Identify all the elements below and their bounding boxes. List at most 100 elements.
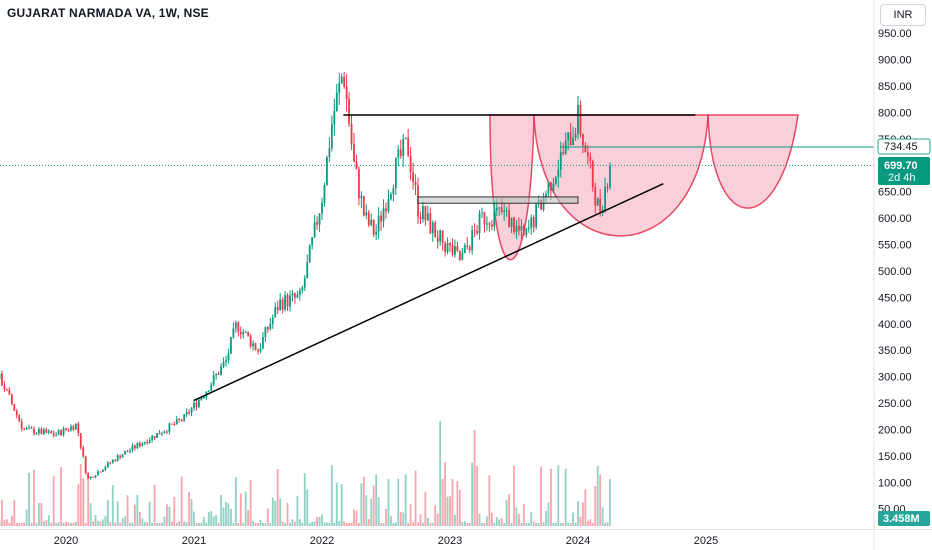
candle-body: [217, 373, 220, 375]
volume-bar: [481, 522, 483, 526]
volume-bar: [284, 522, 286, 526]
volume-bar: [490, 512, 493, 526]
candle-body: [505, 210, 508, 212]
volume-bar: [28, 472, 30, 526]
candle-body: [99, 471, 102, 473]
volume-bar: [609, 479, 611, 526]
volume-bar: [530, 511, 533, 526]
volume-bar: [84, 522, 87, 526]
volume-bar: [520, 522, 523, 526]
candle-body: [535, 204, 538, 228]
volume-bar: [478, 513, 481, 526]
candle-body: [161, 433, 163, 435]
volume-bar: [33, 469, 35, 526]
volume-badge-text: 3.458M: [883, 513, 920, 525]
candle-body: [141, 443, 144, 447]
candle-body: [190, 408, 193, 414]
volume-bar: [131, 522, 134, 526]
candle-body: [28, 427, 30, 429]
candle-body: [335, 92, 338, 111]
volume-bar: [394, 522, 397, 526]
volume-bar: [116, 501, 119, 526]
candle-body: [513, 217, 515, 233]
candle-body: [481, 212, 483, 214]
candle-body: [286, 295, 289, 307]
volume-bar: [493, 522, 496, 526]
volume-bar: [311, 521, 314, 526]
candle-body: [330, 124, 333, 149]
volume-bar: [249, 479, 252, 526]
volume-bar: [156, 522, 158, 526]
volume-bar: [183, 521, 186, 526]
volume-bar: [495, 517, 498, 526]
volume-bar: [564, 468, 567, 526]
candle-body: [402, 139, 405, 157]
volume-bar: [446, 496, 449, 526]
candle-body: [380, 215, 382, 222]
candle-body: [193, 402, 195, 409]
candle-body: [365, 212, 368, 216]
candle-body: [377, 215, 380, 232]
volume-bar: [350, 522, 353, 526]
candle-body: [269, 323, 272, 330]
price-tick-label: 200.00: [878, 424, 912, 436]
candle-body: [345, 86, 348, 99]
candle-body: [436, 237, 439, 242]
volume-bar: [158, 522, 161, 526]
candle-body: [50, 431, 53, 434]
candle-body: [18, 415, 21, 422]
price-tick-label: 250.00: [878, 398, 912, 410]
volume-bar: [387, 478, 390, 526]
volume-bar: [237, 522, 240, 526]
volume-bar: [57, 522, 60, 526]
level-badge: [877, 138, 931, 155]
candle-body: [333, 110, 336, 125]
volume-bar: [102, 519, 104, 526]
volume-bar: [198, 522, 200, 526]
volume-bar: [124, 516, 126, 526]
candle-body: [55, 434, 58, 436]
candle-body: [446, 243, 449, 253]
volume-bar: [148, 501, 151, 526]
candle-body: [8, 389, 11, 395]
volume-bar: [35, 522, 38, 526]
candle-body: [97, 471, 99, 476]
candle-body: [586, 152, 589, 157]
volume-bar: [340, 484, 343, 526]
candle-body: [520, 226, 523, 231]
candle-body: [466, 245, 469, 247]
volume-bar: [375, 474, 378, 526]
volume-bar: [343, 521, 346, 526]
volume-bar: [301, 522, 304, 526]
candle-body: [500, 207, 503, 213]
candle-body: [569, 132, 572, 146]
volume-bar: [126, 495, 129, 526]
volume-bar: [500, 518, 503, 526]
candle-body: [596, 198, 599, 206]
volume-bar: [215, 515, 218, 526]
volume-bar: [23, 522, 26, 526]
countdown-text: 2d 4h: [888, 172, 916, 184]
price-tick-label: 400.00: [878, 319, 912, 331]
consolidation-box: [417, 196, 579, 204]
currency-button[interactable]: INR: [880, 4, 926, 26]
volume-bar: [328, 522, 331, 526]
candle-body: [340, 76, 343, 83]
volume-bar: [540, 466, 542, 526]
volume-bar: [281, 521, 284, 526]
volume-bar: [454, 514, 456, 526]
candle-body: [281, 299, 284, 310]
volume-bar: [323, 522, 326, 526]
volume-bar: [185, 522, 188, 526]
last-price-text: 699.70: [884, 160, 918, 172]
volume-bar: [296, 496, 299, 526]
volume-bar: [74, 521, 77, 526]
candle-body: [461, 253, 464, 260]
volume-bar: [451, 478, 454, 526]
time-tick-label: 2025: [694, 535, 718, 547]
volume-bar: [70, 522, 72, 526]
volume-bar: [345, 523, 348, 526]
